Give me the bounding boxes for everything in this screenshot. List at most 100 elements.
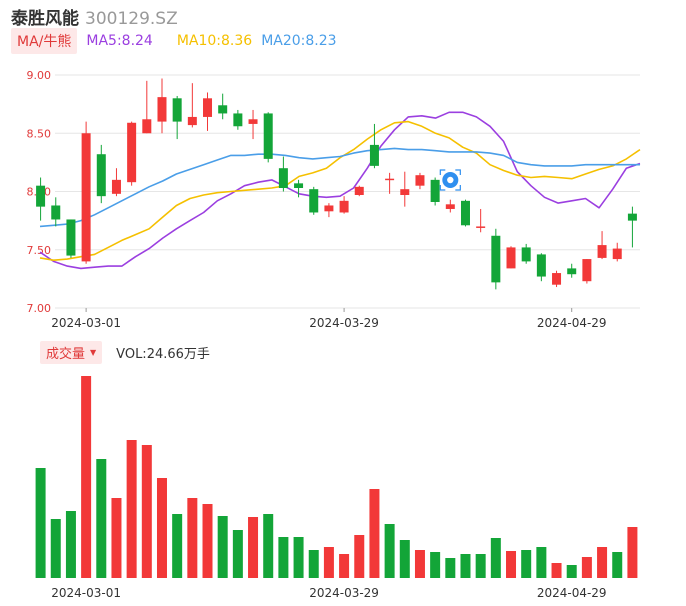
price-tick-label: 7.50 (27, 244, 52, 257)
candle (218, 93, 228, 120)
candle-body (127, 122, 137, 183)
candle-body (36, 185, 46, 207)
candle-body (354, 186, 364, 195)
volume-tag-label: 成交量 (46, 346, 86, 362)
volume-bar (475, 554, 486, 578)
candle (278, 156, 288, 192)
volume-bar (597, 547, 608, 578)
price-tick-label: 8.50 (27, 127, 52, 140)
ma20-line (39, 147, 640, 228)
volume-legend: 成交量 ▼ VOL:24.66万手 (40, 340, 210, 364)
candle (81, 121, 91, 264)
volume-bar (627, 527, 638, 578)
candle-body (66, 219, 76, 256)
stock-code: 300129.SZ (85, 9, 178, 29)
volume-bar (156, 478, 167, 578)
candle-body (203, 98, 213, 117)
candle-body (369, 144, 379, 166)
candle (445, 199, 455, 213)
price-grid (55, 74, 640, 309)
candle-body (430, 179, 440, 202)
volume-bar (126, 440, 137, 578)
ma10-legend: MA10:8.36 (176, 33, 253, 49)
candle (612, 242, 622, 262)
volume-bar (308, 550, 319, 578)
candle-body (521, 247, 531, 262)
volume-bar (111, 498, 122, 578)
volume-date-labels: 2024-03-01 2024-03-29 2024-04-29 (51, 586, 606, 600)
candle-body (294, 183, 304, 189)
candle (51, 197, 61, 227)
candle-body (627, 213, 637, 221)
marker-dot (447, 176, 454, 184)
candle (400, 171, 410, 207)
candle-body (157, 97, 167, 122)
candle (142, 80, 152, 134)
price-date-label: 2024-03-29 (309, 316, 379, 330)
candle (96, 144, 106, 204)
volume-bars (35, 376, 638, 578)
volume-bar (35, 468, 46, 578)
candle (476, 208, 486, 233)
candle-body (96, 154, 106, 197)
candle (157, 78, 167, 134)
volume-bar (430, 552, 441, 578)
candle (263, 112, 273, 163)
event-marker-icon[interactable] (439, 169, 461, 191)
candle (339, 196, 349, 214)
volume-bar (217, 516, 228, 578)
candle-body (172, 98, 182, 122)
candle-body (187, 116, 197, 126)
candle-body (385, 178, 395, 181)
volume-bar (81, 376, 92, 578)
candle (127, 121, 137, 186)
candle-body (612, 248, 622, 260)
volume-bar (460, 554, 471, 578)
volume-bar (521, 550, 532, 578)
price-axis-labels: 9.008.508.007.507.00 (27, 69, 52, 315)
volume-bar (232, 530, 243, 578)
candle-body (567, 268, 577, 275)
volume-indicator-selector[interactable]: 成交量 ▼ (40, 340, 103, 364)
candle (460, 199, 470, 227)
ma-lines (39, 111, 641, 270)
candle (36, 177, 46, 221)
volume-bar (384, 524, 395, 578)
price-date-label: 2024-03-01 (51, 316, 121, 330)
ma-legend: MA/牛熊 MA5:8.24 MA10:8.36 MA20:8.23 (11, 28, 337, 54)
price-date-labels: 2024-03-01 2024-03-29 2024-04-29 (51, 308, 607, 330)
price-tick-label: 7.00 (27, 302, 52, 315)
candle-body (51, 205, 61, 220)
volume-bar (414, 550, 425, 578)
candle (521, 243, 531, 264)
volume-bar (612, 552, 623, 578)
candle-body (111, 179, 121, 194)
candle (491, 228, 501, 290)
candlesticks (36, 78, 637, 290)
volume-bar (323, 547, 334, 578)
candle (309, 186, 319, 215)
candle-body (400, 189, 410, 195)
candle (187, 83, 197, 128)
candle-body (476, 226, 486, 228)
candle-body (582, 259, 592, 282)
marker-frame (439, 169, 461, 191)
candle-body (597, 245, 607, 258)
candle-body (324, 205, 334, 212)
ma5-legend: MA5:8.24 (86, 33, 153, 49)
volume-bar (96, 459, 107, 578)
volume-bar (536, 547, 547, 578)
candle (324, 203, 334, 218)
ma20-legend: MA20:8.23 (261, 33, 337, 49)
ma-indicator-selector[interactable]: MA/牛熊 (11, 28, 78, 54)
candle (248, 109, 258, 140)
candle (567, 263, 577, 278)
candle (582, 259, 592, 284)
candle-body (415, 175, 425, 186)
ma5-line (39, 111, 641, 270)
volume-bar (65, 511, 76, 578)
volume-bar (566, 565, 577, 578)
volume-bar (141, 445, 152, 578)
candle (203, 92, 213, 131)
